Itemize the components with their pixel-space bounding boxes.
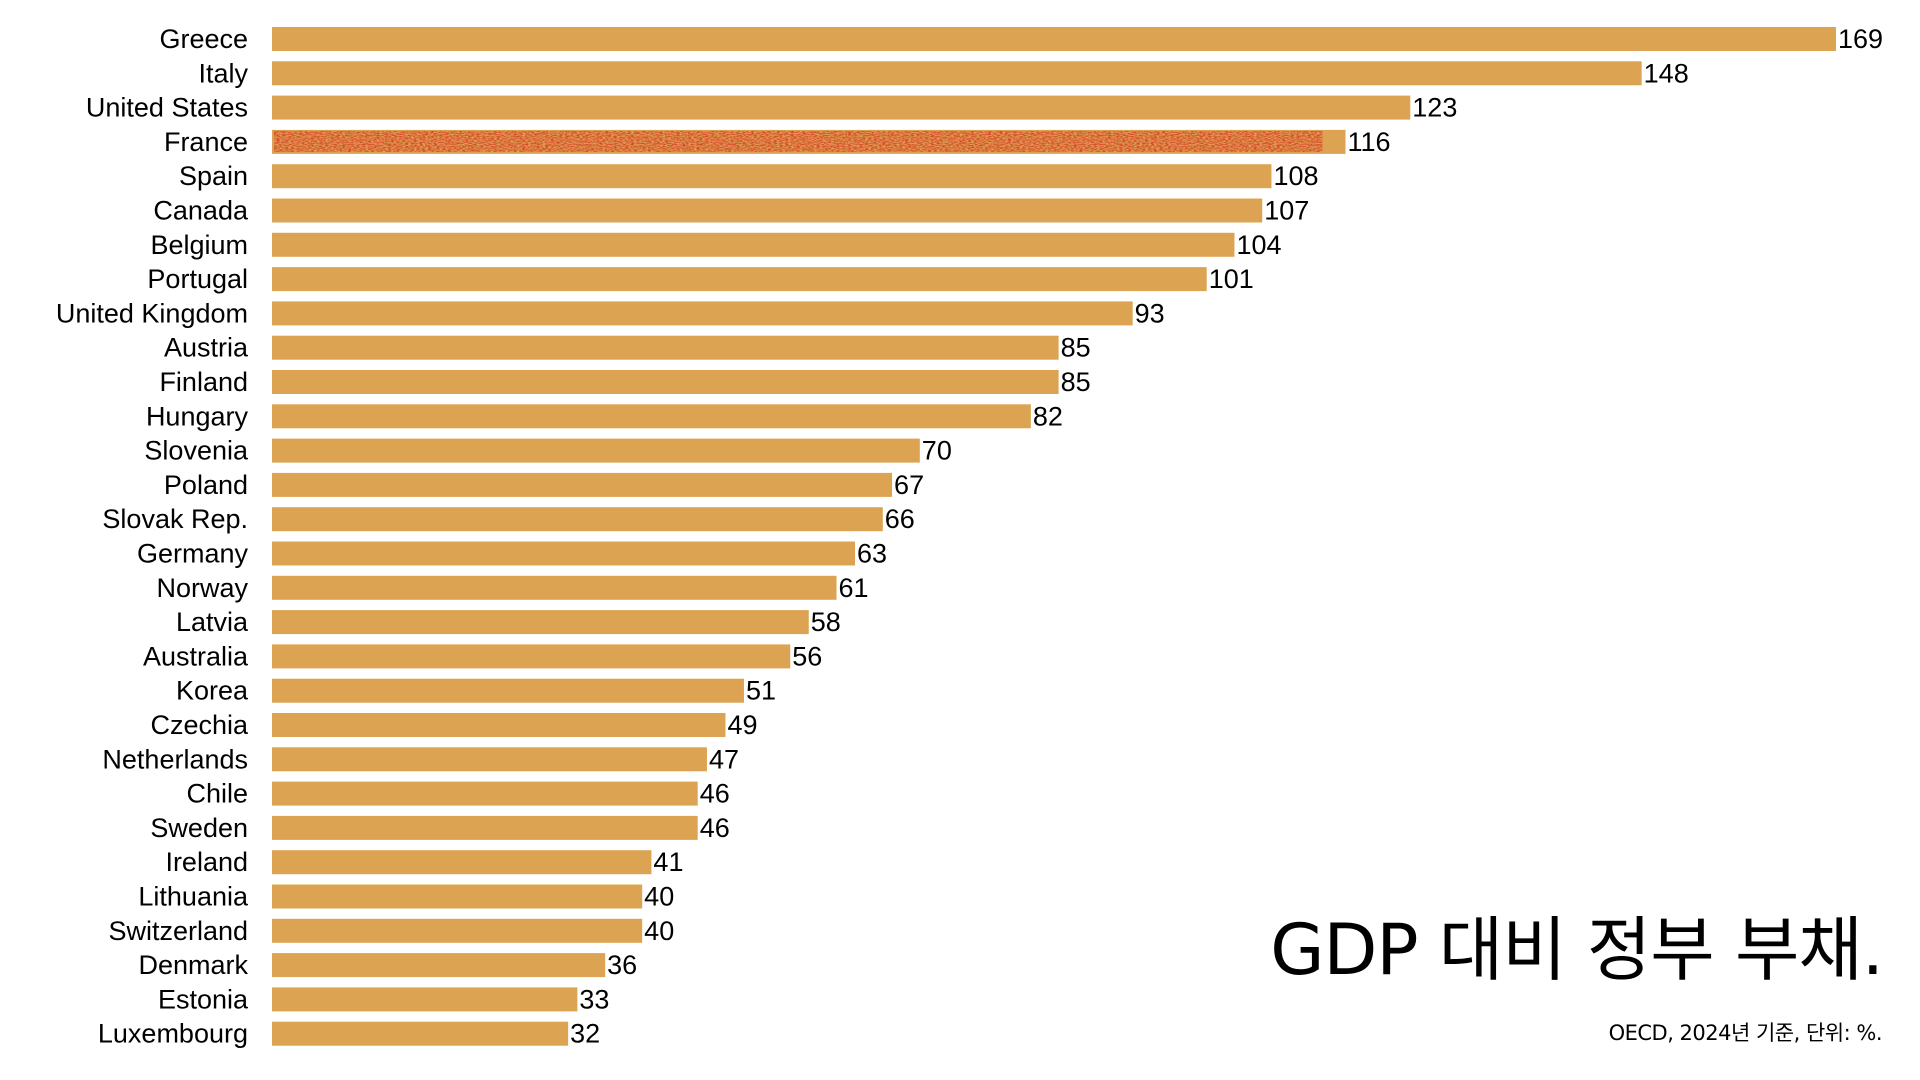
value-label: 169 [1838, 24, 1883, 54]
category-label: Portugal [147, 264, 248, 294]
bar-chile [272, 781, 698, 806]
value-label: 47 [709, 744, 739, 774]
bar-finland [272, 370, 1059, 394]
category-label: Latvia [176, 607, 249, 637]
value-label: 46 [700, 779, 730, 809]
value-label: 41 [653, 847, 683, 877]
value-label: 116 [1348, 127, 1391, 157]
bar-poland [272, 472, 893, 497]
value-label: 66 [885, 504, 915, 534]
category-label: Canada [153, 196, 249, 226]
category-label: Germany [137, 539, 249, 569]
bar-hungary [272, 404, 1031, 429]
bar-australia [272, 644, 791, 669]
category-label: Belgium [150, 230, 248, 260]
value-label: 58 [811, 607, 841, 637]
bar-ireland [272, 850, 652, 875]
bars-group [272, 27, 1836, 1046]
bar-norway [272, 575, 837, 600]
bar-denmark [272, 953, 606, 978]
category-label: Finland [159, 367, 248, 397]
value-label: 85 [1061, 333, 1091, 363]
value-label: 36 [607, 950, 637, 980]
value-label: 33 [579, 984, 609, 1014]
bar-sweden [272, 815, 698, 840]
value-label: 123 [1412, 93, 1457, 123]
category-label: Austria [164, 333, 249, 363]
category-label: Switzerland [108, 916, 248, 946]
bar-portugal [272, 267, 1207, 292]
value-label: 61 [839, 573, 869, 603]
category-label: Hungary [146, 401, 249, 431]
value-label: 56 [792, 641, 822, 671]
bar-united-states [272, 95, 1411, 120]
chart-title: GDP 대비 정부 부채. [1270, 909, 1884, 991]
bar-latvia [272, 610, 809, 635]
category-label: United Kingdom [56, 298, 248, 328]
category-labels-group: Greece Italy United States France Spain Canad… [56, 24, 249, 1049]
category-label: France [164, 127, 248, 157]
category-label: Estonia [158, 984, 249, 1014]
category-label: Italy [198, 58, 248, 88]
category-label: Korea [176, 676, 249, 706]
value-label: 40 [644, 916, 674, 946]
category-label: Denmark [138, 950, 248, 980]
value-label: 93 [1135, 298, 1165, 328]
highlight-brush-stroke [274, 130, 1323, 152]
category-label: Norway [156, 573, 248, 603]
category-label: Greece [159, 24, 248, 54]
bar-greece [272, 27, 1836, 51]
bar-estonia [272, 987, 578, 1012]
value-label: 108 [1273, 161, 1318, 191]
category-label: Ireland [165, 847, 248, 877]
category-label: Lithuania [138, 882, 249, 912]
bar-switzerland [272, 918, 643, 943]
bar-slovak-rep [272, 507, 883, 532]
category-label: Netherlands [102, 744, 248, 774]
bar-lithuania [272, 884, 643, 909]
category-label: Slovenia [144, 436, 249, 466]
bar-korea [272, 678, 744, 703]
value-label: 67 [894, 470, 924, 500]
value-label: 46 [700, 813, 730, 843]
bar-germany [272, 541, 856, 566]
category-label: Czechia [150, 710, 249, 740]
bar-slovenia [272, 438, 920, 463]
category-label: Australia [143, 641, 249, 671]
value-label: 51 [746, 676, 776, 706]
value-label: 107 [1264, 196, 1309, 226]
bar-luxembourg [272, 1021, 569, 1046]
category-label: Sweden [150, 813, 248, 843]
value-label: 82 [1033, 401, 1063, 431]
bar-austria [272, 335, 1059, 360]
category-label: Luxembourg [98, 1019, 248, 1049]
value-label: 49 [727, 710, 757, 740]
bar-czechia [272, 713, 726, 737]
bar-italy [272, 61, 1642, 86]
bar-spain [272, 164, 1272, 189]
category-label: Slovak Rep. [102, 504, 248, 534]
category-label: Spain [179, 161, 248, 191]
bar-belgium [272, 232, 1235, 257]
category-label: Chile [186, 779, 248, 809]
value-label: 148 [1644, 58, 1689, 88]
chart-subtitle: OECD, 2024년 기준, 단위: %. [1608, 1021, 1883, 1045]
value-label: 32 [570, 1019, 600, 1049]
category-label: Poland [164, 470, 248, 500]
value-label: 85 [1061, 367, 1091, 397]
value-label: 63 [857, 539, 887, 569]
value-label: 70 [922, 436, 952, 466]
value-label: 101 [1209, 264, 1254, 294]
value-label: 40 [644, 882, 674, 912]
value-labels-group: 169 148 123 116 108 107 104 101 93 85 85 82 70 67 66 63… [570, 24, 1883, 1049]
value-label: 104 [1236, 230, 1281, 260]
bar-canada [272, 198, 1263, 223]
bar-united-kingdom [272, 301, 1133, 326]
bar-netherlands [272, 747, 707, 772]
category-label: United States [86, 93, 248, 123]
